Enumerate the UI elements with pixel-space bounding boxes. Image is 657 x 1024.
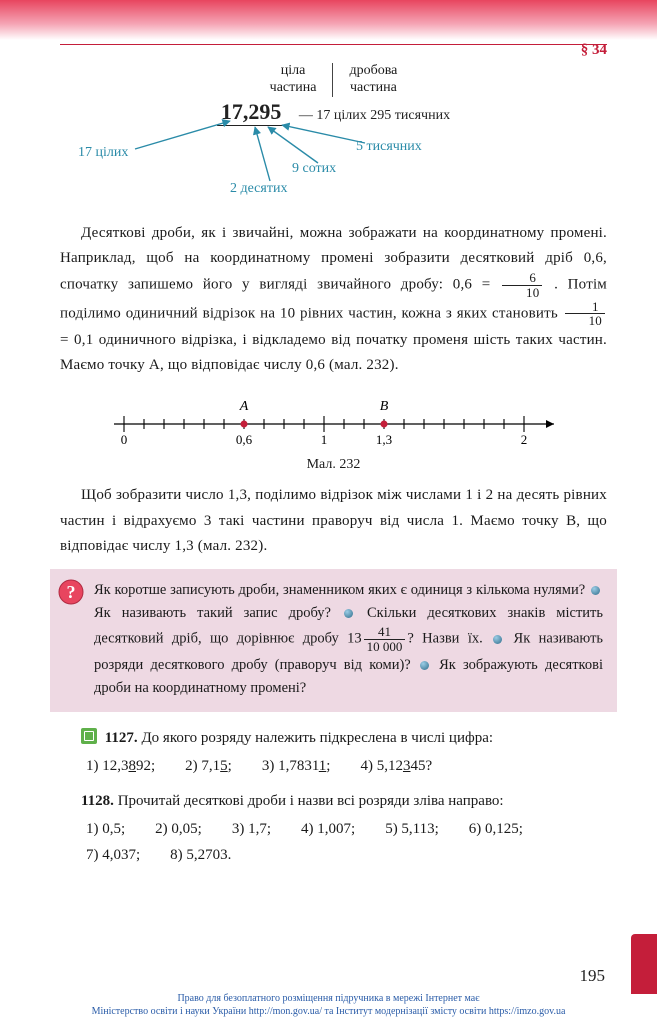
ex1127-options: 1) 12,3892; 2) 7,15; 3) 1,78311; 4) 5,12… — [60, 754, 607, 780]
bullet-icon — [591, 586, 600, 595]
bullet-icon — [493, 635, 502, 644]
svg-text:0: 0 — [120, 432, 127, 446]
ptr-int-label: 17 цілих — [78, 145, 128, 161]
question-box: ? Як коротше записують дроби, знаменнико… — [50, 569, 617, 712]
num-int: 17 — [221, 99, 243, 124]
ptr-tenths-label: 2 десятих — [230, 181, 287, 197]
point-b-label: B — [379, 399, 388, 414]
question-icon: ? — [58, 579, 84, 605]
page-content: ціла частина дробова частина 17,295 — 17… — [0, 45, 657, 868]
col-right-1: дробова — [349, 63, 397, 80]
svg-text:1: 1 — [320, 432, 327, 446]
num-reading: — 17 цілих 295 тисячних — [299, 108, 450, 123]
paragraph-1: Десяткові дроби, як і звичайні, можна зо… — [60, 221, 607, 378]
frac-q3: 4110 000 — [364, 625, 406, 653]
svg-text:2: 2 — [520, 432, 527, 446]
ex-num-1127: 1127. — [105, 730, 138, 746]
fig-caption: Мал. 232 — [60, 457, 607, 473]
ptr-thousandths-label: 5 тисячних — [356, 139, 422, 155]
footer-line2: Міністерство освіти і науки України http… — [0, 1005, 657, 1018]
ptr-hundredths-label: 9 сотих — [292, 161, 336, 177]
point-b-value: 1,3 — [375, 432, 391, 446]
col-left-2: частина — [270, 80, 317, 97]
diagram-column-heads: ціла частина дробова частина — [60, 63, 607, 97]
decimal-diagram: ціла частина дробова частина 17,295 — 17… — [60, 63, 607, 203]
page-corner-tab — [631, 934, 657, 994]
paragraph-2: Щоб зобразити число 1,3, поділимо відріз… — [60, 483, 607, 559]
col-right-2: частина — [349, 80, 397, 97]
footer-credits: Право для безоплатного розміщення підруч… — [0, 992, 657, 1018]
point-a-label: A — [238, 399, 248, 414]
num-frac: 295 — [248, 99, 281, 124]
page-number: 195 — [580, 966, 606, 986]
header-gradient — [0, 0, 657, 40]
diagram-vsep — [332, 63, 333, 97]
q3b: ? Назви їх. — [407, 631, 482, 647]
svg-text:?: ? — [67, 582, 76, 602]
frac-1-10: 110 — [565, 300, 605, 328]
footer-line1: Право для безоплатного розміщення підруч… — [0, 992, 657, 1005]
bullet-icon — [420, 661, 429, 670]
ex1128-text: Прочитай десяткові дроби і назви всі роз… — [118, 793, 504, 809]
number-line: 0 1 2 A 0,6 B 1,3 — [104, 390, 564, 451]
exercise-1127: 1127. До якого розряду належить підкресл… — [60, 726, 607, 780]
diagram-number: 17,295 — 17 цілих 295 тисячних — [60, 99, 607, 126]
col-left-1: ціла — [270, 63, 317, 80]
bullet-icon — [344, 609, 353, 618]
exercise-1128: 1128. Прочитай десяткові дроби і назви в… — [60, 789, 607, 868]
point-a-value: 0,6 — [235, 432, 252, 446]
ex1128-options: 1) 0,5; 2) 0,05; 3) 1,7; 4) 1,007; 5) 5,… — [60, 817, 607, 868]
ex1127-text: До якого розряду належить підкреслена в … — [141, 730, 493, 746]
q1: Як коротше записують дроби, знаменником … — [94, 582, 585, 598]
q2: Як називають такий запис дробу? — [94, 605, 331, 621]
numline-svg: 0 1 2 A 0,6 B 1,3 — [104, 390, 564, 446]
p1-c: = 0,1 одиничного відрізка, і відкладемо … — [60, 332, 607, 373]
ex-num-1128: 1128. — [81, 793, 114, 809]
exercise-icon — [81, 728, 97, 744]
frac-6-10: 610 — [502, 271, 542, 299]
